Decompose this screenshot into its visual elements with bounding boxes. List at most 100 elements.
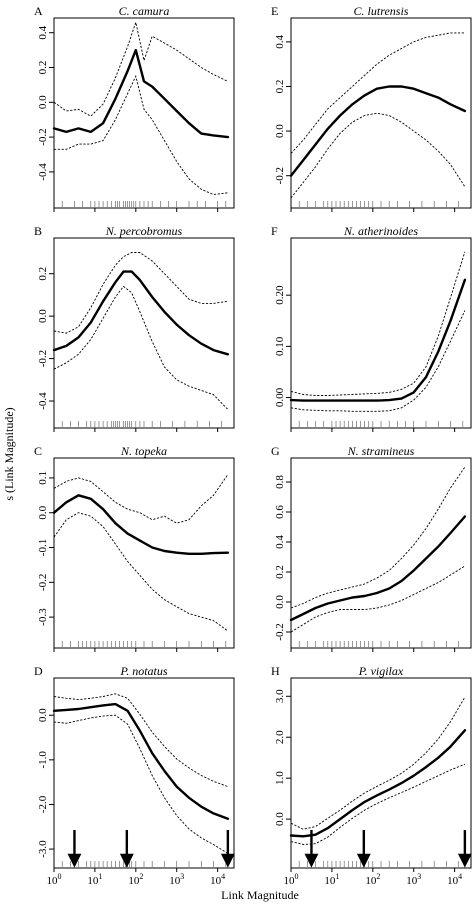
x-tick-label: 101 [87,872,102,887]
arrow-head [356,853,371,868]
fit-line [52,270,230,356]
fit-line [52,494,230,555]
panel-frame [290,677,472,869]
arrow-head [457,853,472,868]
y-tick-label: 0.0 [37,95,49,109]
y-tick-label: -0.2 [37,128,49,145]
y-tick-label: 0.0 [37,708,49,722]
panel-title: N. atherinoides [343,224,418,238]
y-tick-label: 0.2 [274,565,286,579]
y-tick-label: -0.2 [274,623,286,640]
y-tick-label: 0.0 [274,812,286,826]
x-tick-label: 104 [210,872,225,887]
x-tick-label: 102 [365,872,380,887]
y-tick-label: 3.0 [274,689,286,703]
y-tick-label: 2.0 [274,730,286,744]
x-tick-label: 100 [47,872,62,887]
panel-letter: F [271,224,278,238]
y-tick-label: -0.2 [274,167,286,184]
panel-H: H P. vigilax 0.0 1.0 2.0 3.0 100 101 102 103 104 [271,664,472,887]
panel-C: C N. topeka -0.3 -0.2 -0.1 0.0 0.1 [34,444,235,652]
y-tick-label: 0.4 [274,34,286,48]
panel-B: B N. percobromus -0.4 -0.2 0.0 0.2 [34,224,235,432]
y-tick-label: 0.0 [37,505,49,519]
panel-title: P. notatus [119,664,167,678]
y-tick-label: -0.2 [37,574,49,591]
panel-letter: G [271,444,280,458]
x-tick-label: 100 [284,872,299,887]
y-tick-label: -0.4 [37,392,49,410]
y-tick-label: -0.4 [37,163,49,181]
lower-ci-line [290,112,466,199]
y-tick-label: 0.0 [274,124,286,138]
panel-A: A C. camura -0.4 -0.2 0.0 0.2 0.4 [34,4,235,212]
threshold-arrow [304,830,319,868]
y-tick-label: -2.0 [37,795,49,813]
panel-title: P. vigilax [358,664,404,678]
lower-ci-line [53,714,229,854]
upper-ci-line [53,693,229,788]
fit-line [289,515,467,622]
panel-frame [290,457,472,649]
arrow-head [304,853,319,868]
x-tick-label: 102 [128,872,143,887]
y-tick-label: 0.00 [274,387,286,407]
y-tick-label: 0.4 [37,25,49,39]
y-tick-label: -0.1 [37,539,49,556]
y-tick-label: 0.2 [37,267,49,281]
fit-line [52,702,230,820]
panel-title: N. topeka [120,444,167,458]
y-tick-label: -0.2 [37,350,49,367]
panel-G: G N. stramineus -0.2 0.0 0.2 0.4 0.6 0.8 [271,444,472,652]
threshold-arrow [119,830,134,868]
lower-ci-line [290,763,466,845]
upper-ci-line [53,474,229,524]
panel-letter: B [34,224,42,238]
y-tick-label: -3.0 [37,840,49,858]
y-tick-label: 0.0 [37,309,49,323]
y-tick-label: 0.2 [274,80,286,94]
fit-line [289,729,467,838]
panel-title: N. stramineus [347,444,415,458]
y-tick-label: 0.1 [37,471,49,485]
upper-ci-line [290,251,466,396]
upper-ci-line [53,20,229,117]
fit-line [289,278,467,402]
lower-ci-line [53,285,229,410]
y-tick-label: 1.0 [274,771,286,785]
y-tick-label: 0.0 [274,595,286,609]
x-tick-label: 101 [324,872,339,887]
x-tick-label: 103 [406,872,421,887]
arrow-head [220,853,235,868]
arrow-head [119,853,134,868]
upper-ci-line [290,696,466,830]
y-axis-title: s (Link Magnitude) [2,407,16,500]
panel-title: C. lutrensis [354,4,409,18]
y-tick-label: 0.4 [274,535,286,549]
lower-ci-line [54,74,228,195]
y-tick-label: 0.20 [274,285,286,305]
y-tick-label: 0.2 [37,61,49,75]
fit-line [289,85,467,177]
threshold-arrow [67,830,82,868]
upper-ci-line [290,32,465,154]
threshold-arrow [356,830,371,868]
y-tick-label: 0.8 [274,475,286,489]
panel-title: C. camura [119,4,170,18]
lower-ci-line [290,310,466,412]
panel-frame [290,237,472,429]
panel-letter: E [271,4,278,18]
y-tick-label: -0.3 [37,608,49,626]
panel-title: N. percobromus [105,224,183,238]
panel-frame [53,677,235,869]
fit-line [52,48,230,139]
panels-group: A C. camura -0.4 -0.2 0.0 0.2 0.4 B N. percobrom… [34,4,472,887]
panel-frame [53,457,235,649]
panel-frame [290,17,472,209]
panel-letter: C [34,444,42,458]
panel-letter: H [271,664,280,678]
panel-E: E C. lutrensis -0.2 0.0 0.2 0.4 [271,4,472,212]
x-axis-title: Link Magnitude [221,888,299,902]
x-tick-label: 104 [447,872,462,887]
